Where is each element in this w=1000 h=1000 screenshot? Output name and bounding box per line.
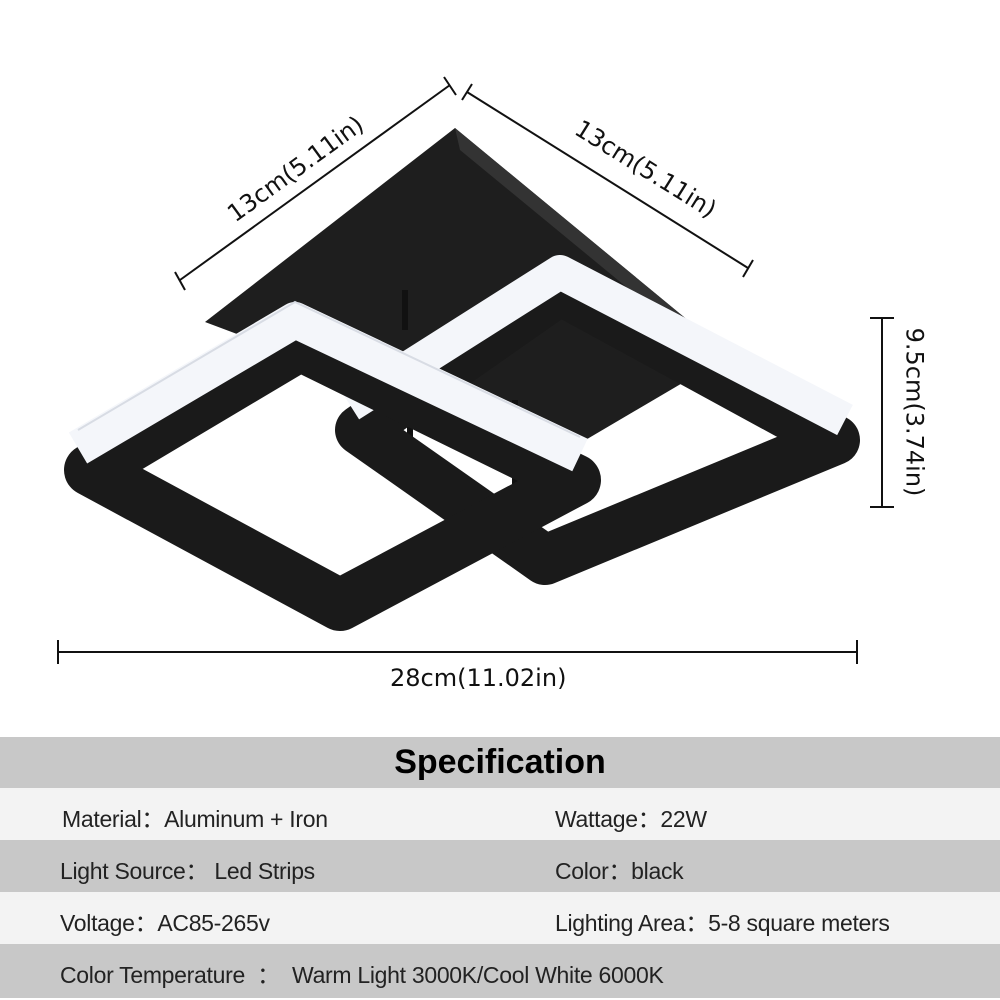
spec-row: Color Temperature ： Warm Light 3000K/Coo… [0, 944, 1000, 998]
dimension-width: 28cm(11.02in) [390, 664, 567, 692]
spec-title: Specification [0, 737, 1000, 788]
spec-voltage: Voltage：AC85-265v [60, 910, 270, 936]
product-illustration [57, 76, 894, 664]
spec-lighting-area: Lighting Area：5-8 square meters [555, 910, 890, 936]
dimension-lines [57, 76, 894, 664]
spec-material: Material：Aluminum + Iron [62, 806, 328, 832]
specification-table: Specification Material：Aluminum + Iron W… [0, 737, 1000, 998]
spec-light-source: Light Source： Led Strips [60, 858, 315, 884]
spec-color-temperature: Color Temperature ： Warm Light 3000K/Coo… [60, 962, 664, 988]
spec-row: Light Source： Led Strips Color：black [0, 840, 1000, 892]
spec-row: Material：Aluminum + Iron Wattage：22W [0, 788, 1000, 840]
spec-color: Color：black [555, 858, 684, 884]
backplate [205, 128, 730, 455]
spec-row: Voltage：AC85-265v Lighting Area：5-8 squa… [0, 892, 1000, 944]
left-ring [64, 300, 601, 631]
backplate-edge [455, 128, 730, 360]
dimension-height: 9.5cm(3.74in) [900, 327, 929, 497]
spec-wattage: Wattage：22W [555, 806, 707, 832]
